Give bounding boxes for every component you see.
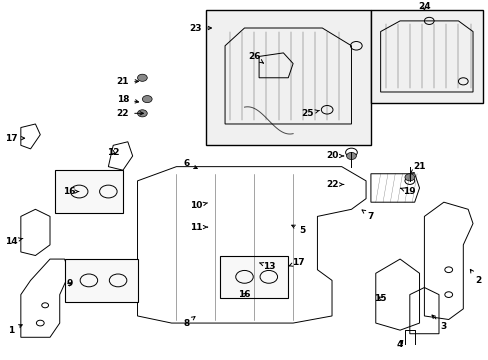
Text: 8: 8 xyxy=(183,316,195,328)
Bar xyxy=(64,259,137,302)
Text: 14: 14 xyxy=(5,237,23,246)
Circle shape xyxy=(137,74,147,81)
Text: 22: 22 xyxy=(117,109,143,118)
Text: 25: 25 xyxy=(301,109,319,118)
Text: 12: 12 xyxy=(107,148,119,157)
Text: 22: 22 xyxy=(325,180,343,189)
Bar xyxy=(205,10,370,145)
Text: 11: 11 xyxy=(189,222,207,231)
Text: 19: 19 xyxy=(400,187,415,196)
Text: 1: 1 xyxy=(8,325,22,335)
Text: 17: 17 xyxy=(288,258,304,267)
Text: 17: 17 xyxy=(5,134,24,143)
Text: 16: 16 xyxy=(238,290,250,299)
Circle shape xyxy=(137,110,147,117)
Text: 15: 15 xyxy=(374,294,386,303)
Circle shape xyxy=(346,152,356,159)
Text: 23: 23 xyxy=(189,23,211,32)
Bar xyxy=(220,256,287,298)
Text: 13: 13 xyxy=(259,262,274,271)
Bar xyxy=(55,170,122,213)
Text: 18: 18 xyxy=(117,95,138,104)
Text: 21: 21 xyxy=(409,162,425,174)
Text: 5: 5 xyxy=(291,225,305,235)
Circle shape xyxy=(142,95,152,103)
Text: 16: 16 xyxy=(63,187,79,196)
Text: 9: 9 xyxy=(66,279,73,288)
Circle shape xyxy=(404,174,414,181)
Bar xyxy=(370,10,482,103)
Text: 24: 24 xyxy=(417,2,430,11)
Text: 4: 4 xyxy=(396,340,403,349)
Text: 6: 6 xyxy=(183,159,197,168)
Text: 21: 21 xyxy=(117,77,138,86)
Text: 3: 3 xyxy=(431,315,446,331)
Text: 7: 7 xyxy=(361,210,373,221)
Text: 2: 2 xyxy=(469,269,480,285)
Text: 10: 10 xyxy=(189,201,207,210)
Text: 26: 26 xyxy=(247,52,263,63)
Text: 20: 20 xyxy=(325,152,343,161)
